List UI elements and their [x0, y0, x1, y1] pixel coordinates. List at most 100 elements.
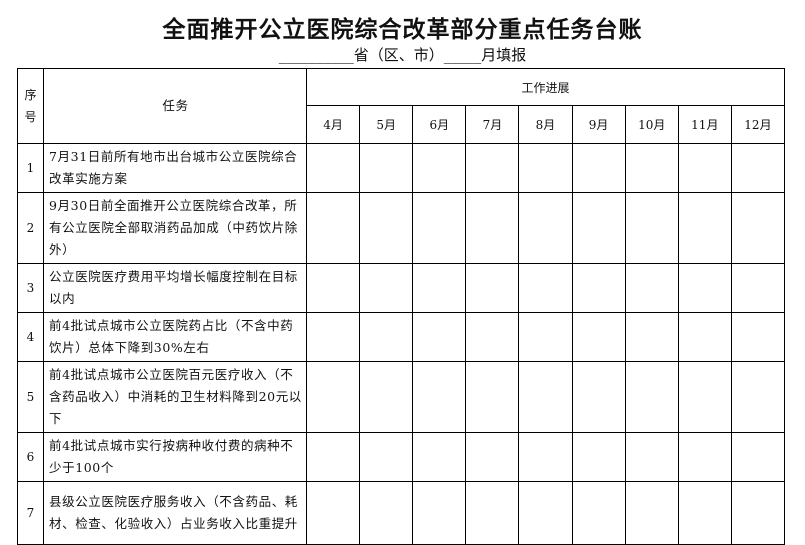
progress-cell[interactable] — [677, 192, 732, 264]
row-task: 7月31日前所有地市出台城市公立医院综合改革实施方案 — [43, 143, 307, 193]
progress-cell[interactable] — [730, 312, 786, 362]
progress-cell[interactable] — [624, 432, 679, 482]
page-title: 全面推开公立医院综合改革部分重点任务台账 — [162, 16, 643, 43]
header-seq-label: 序号 — [24, 88, 37, 124]
progress-cell[interactable] — [624, 481, 679, 545]
progress-cell[interactable] — [571, 481, 626, 545]
row-number: 3 — [17, 263, 44, 313]
progress-cell[interactable] — [305, 312, 361, 362]
progress-cell[interactable] — [677, 263, 732, 313]
header-month: 7月 — [465, 105, 520, 144]
row-task: 前4批试点城市公立医院药占比（不含中药饮片）总体下降到30%左右 — [43, 312, 307, 362]
header-task: 任务 — [43, 68, 307, 144]
progress-cell[interactable] — [412, 432, 467, 482]
row-number: 5 — [17, 361, 44, 433]
progress-cell[interactable] — [359, 192, 414, 264]
progress-cell[interactable] — [412, 312, 467, 362]
header-month: 6月 — [412, 105, 467, 144]
progress-cell[interactable] — [465, 192, 520, 264]
progress-cell[interactable] — [571, 263, 626, 313]
progress-cell[interactable] — [412, 192, 467, 264]
progress-cell[interactable] — [305, 143, 361, 193]
progress-cell[interactable] — [359, 481, 414, 545]
progress-cell[interactable] — [624, 312, 679, 362]
table-row: 5 前4批试点城市公立医院百元医疗收入（不含药品收入）中消耗的卫生材料降到20元以… — [17, 361, 786, 433]
progress-cell[interactable] — [305, 192, 361, 264]
progress-cell[interactable] — [465, 432, 520, 482]
progress-cell[interactable] — [518, 481, 573, 545]
progress-cell[interactable] — [518, 192, 573, 264]
progress-cell[interactable] — [730, 192, 786, 264]
progress-cell[interactable] — [624, 263, 679, 313]
progress-cell[interactable] — [730, 432, 786, 482]
progress-cell[interactable] — [730, 263, 786, 313]
row-number: 1 — [17, 143, 44, 193]
progress-cell[interactable] — [465, 361, 520, 433]
row-number: 7 — [17, 481, 44, 545]
table-row: 1 7月31日前所有地市出台城市公立医院综合改革实施方案 — [17, 143, 786, 193]
progress-cell[interactable] — [412, 481, 467, 545]
progress-cell[interactable] — [571, 143, 626, 193]
header-progress: 工作进展 — [306, 68, 785, 106]
row-task: 前4批试点城市实行按病种收付费的病种不少于100个 — [43, 432, 307, 482]
progress-cell[interactable] — [571, 361, 626, 433]
progress-cell[interactable] — [730, 143, 786, 193]
progress-cell[interactable] — [677, 432, 732, 482]
progress-cell[interactable] — [465, 143, 520, 193]
table-row: 7 县级公立医院医疗服务收入（不含药品、耗材、检查、化验收入）占业务收入比重提升 — [17, 481, 786, 545]
progress-cell[interactable] — [571, 192, 626, 264]
header-month: 11月 — [677, 105, 732, 144]
progress-cell[interactable] — [677, 361, 732, 433]
progress-cell[interactable] — [624, 361, 679, 433]
progress-cell[interactable] — [465, 312, 520, 362]
progress-cell[interactable] — [359, 312, 414, 362]
progress-cell[interactable] — [305, 481, 361, 545]
row-task: 前4批试点城市公立医院百元医疗收入（不含药品收入）中消耗的卫生材料降到20元以下 — [43, 361, 307, 433]
header-month: 4月 — [305, 105, 361, 144]
progress-cell[interactable] — [518, 361, 573, 433]
progress-cell[interactable] — [305, 361, 361, 433]
row-number: 2 — [17, 192, 44, 264]
table-row: 6 前4批试点城市实行按病种收付费的病种不少于100个 — [17, 432, 786, 482]
page-subtitle: __________省（区、市）_____月填报 — [278, 46, 527, 64]
progress-cell[interactable] — [465, 263, 520, 313]
progress-cell[interactable] — [730, 481, 786, 545]
progress-cell[interactable] — [359, 432, 414, 482]
header-seq: 序号 — [17, 68, 44, 144]
progress-cell[interactable] — [412, 143, 467, 193]
progress-cell[interactable] — [518, 312, 573, 362]
progress-cell[interactable] — [624, 143, 679, 193]
task-ledger-table: 序号 任务 工作进展 4月 5月 6月 7月 8月 9月 10月 11月 12月 1 7月31日前… — [17, 68, 786, 545]
row-number: 6 — [17, 432, 44, 482]
progress-cell[interactable] — [412, 361, 467, 433]
header-month: 9月 — [571, 105, 626, 144]
progress-cell[interactable] — [571, 312, 626, 362]
progress-cell[interactable] — [305, 263, 361, 313]
row-task: 公立医院医疗费用平均增长幅度控制在目标以内 — [43, 263, 307, 313]
progress-cell[interactable] — [412, 263, 467, 313]
progress-cell[interactable] — [305, 432, 361, 482]
progress-cell[interactable] — [359, 263, 414, 313]
table-row: 2 9月30日前全面推开公立医院综合改革，所有公立医院全部取消药品加成（中药饮片除… — [17, 192, 786, 264]
header-month: 5月 — [359, 105, 414, 144]
table-row: 3 公立医院医疗费用平均增长幅度控制在目标以内 — [17, 263, 786, 313]
progress-cell[interactable] — [359, 361, 414, 433]
progress-cell[interactable] — [518, 432, 573, 482]
progress-cell[interactable] — [518, 143, 573, 193]
header-month: 8月 — [518, 105, 573, 144]
row-task: 9月30日前全面推开公立医院综合改革，所有公立医院全部取消药品加成（中药饮片除外… — [43, 192, 307, 264]
progress-cell[interactable] — [730, 361, 786, 433]
progress-cell[interactable] — [677, 143, 732, 193]
progress-cell[interactable] — [677, 481, 732, 545]
header-month: 10月 — [624, 105, 679, 144]
progress-cell[interactable] — [518, 263, 573, 313]
table-row: 4 前4批试点城市公立医院药占比（不含中药饮片）总体下降到30%左右 — [17, 312, 786, 362]
progress-cell[interactable] — [359, 143, 414, 193]
progress-cell[interactable] — [677, 312, 732, 362]
header-month: 12月 — [730, 105, 786, 144]
progress-cell[interactable] — [624, 192, 679, 264]
progress-cell[interactable] — [465, 481, 520, 545]
row-number: 4 — [17, 312, 44, 362]
row-task: 县级公立医院医疗服务收入（不含药品、耗材、检查、化验收入）占业务收入比重提升 — [43, 481, 307, 545]
progress-cell[interactable] — [571, 432, 626, 482]
